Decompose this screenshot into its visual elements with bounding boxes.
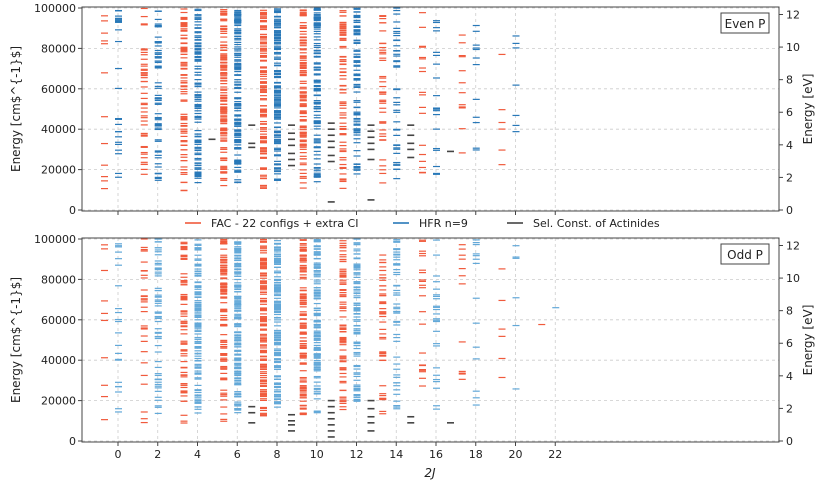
x-axis-label: 2J [424,466,436,480]
plot-frame [81,6,780,212]
x-tick-label: 8 [274,448,281,461]
parity-label: Odd P [727,248,763,262]
y-tick-label: 60000 [41,83,76,96]
y-right-tick-label: 8 [786,305,793,318]
y-right-tick-label: 6 [786,337,793,350]
y-tick-label: 20000 [41,395,76,408]
y-tick-label: 40000 [41,123,76,136]
y-tick-label: 80000 [41,42,76,55]
y-right-tick-label: 0 [786,435,793,448]
legend-label: Sel. Const. of Actinides [533,217,660,230]
legend: FAC - 22 configs + extra CI HFR n=9 Sel. C… [185,217,660,230]
y-right-tick-label: 10 [786,272,800,285]
x-tick-label: 12 [350,448,364,461]
y-tick-label: 80000 [41,273,76,286]
y-right-tick-label: 0 [786,204,793,217]
y-tick-label: 100000 [34,2,76,15]
x-tick-label: 22 [548,448,562,461]
y-axis-label-right: Energy [eV] [801,305,815,376]
x-tick-label: 6 [234,448,241,461]
legend-label: HFR n=9 [419,217,468,230]
y-tick-label: 40000 [41,354,76,367]
y-right-tick-label: 4 [786,139,793,152]
y-axis-label-left: Energy [cm$^{-1}$] [9,277,23,403]
x-tick-label: 10 [310,448,324,461]
parity-label-box [720,12,770,34]
x-tick-label: 2 [154,448,161,461]
parity-label-box [720,243,770,265]
y-tick-label: 0 [69,435,76,448]
y-tick-label: 60000 [41,314,76,327]
x-tick-label: 0 [115,448,122,461]
odd-parity-panel: 0 20000 40000 60000 80000 100000 0 2 4 6 8 10 12 Ener… [9,233,815,461]
y-right-tick-label: 4 [786,370,793,383]
plot-frame [81,237,780,443]
y-tick-label: 20000 [41,164,76,177]
y-right-tick-label: 2 [786,171,793,184]
y-right-tick-label: 10 [786,41,800,54]
x-tick-label: 16 [429,448,443,461]
y-axis-label-left: Energy [cm$^{-1}$] [9,46,23,172]
y-right-tick-label: 12 [786,8,800,21]
y-right-tick-label: 2 [786,402,793,415]
legend-label: FAC - 22 configs + extra CI [211,217,358,230]
y-right-tick-label: 6 [786,106,793,119]
parity-label: Even P [725,17,766,31]
y-axis-label-right: Energy [eV] [801,74,815,145]
x-tick-label: 4 [194,448,201,461]
x-tick-label: 20 [509,448,523,461]
even-parity-panel: 0 20000 40000 60000 80000 100000 0 2 4 6 8 10 12 Ener… [9,2,815,217]
y-right-tick-label: 8 [786,74,793,87]
x-tick-label: 18 [469,448,483,461]
y-tick-label: 100000 [34,233,76,246]
x-tick-label: 14 [389,448,403,461]
y-right-tick-label: 12 [786,239,800,252]
y-tick-label: 0 [69,204,76,217]
